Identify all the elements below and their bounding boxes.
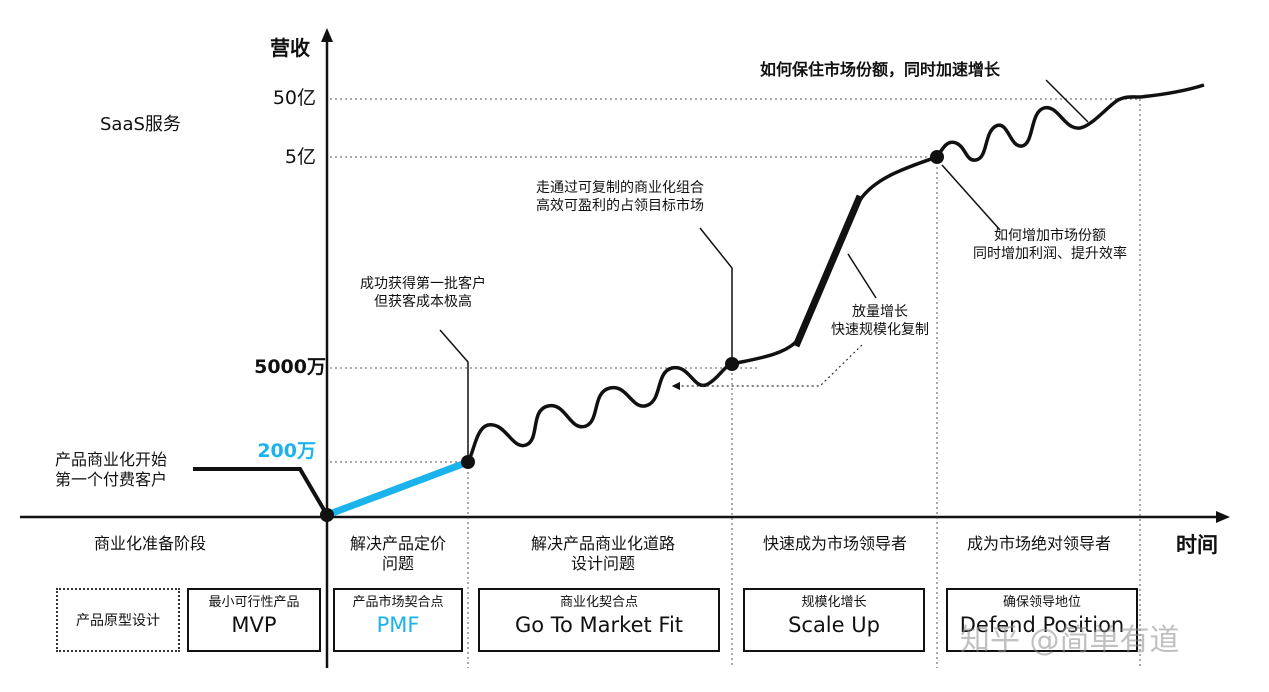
leader-share (941, 164, 1001, 231)
leader-scale (847, 253, 877, 299)
leader-top (1045, 79, 1089, 123)
box-prototype: 产品原型设计 (56, 588, 180, 652)
y-tick-200wan: 200万 (257, 440, 316, 462)
y-tick-5000wan: 5000万 (254, 356, 326, 378)
phase-prepare: 商业化准备阶段 (93, 534, 206, 553)
y-axis-arrow (321, 28, 333, 42)
box-mvp: 最小可行性产品 MVP (187, 588, 321, 652)
gtm-wave-curve (466, 362, 733, 463)
box-scale: 规模化增长 Scale Up (743, 588, 925, 652)
annotation-start: 产品商业化开始 第一个付费客户 (54, 450, 167, 489)
gtm-point (725, 357, 739, 371)
leader-first-customers (439, 329, 469, 455)
annotation-replicable: 走通过可复制的商业化组合 高效可盈利的占领目标市场 (536, 180, 704, 214)
origin-point (320, 508, 334, 522)
annotation-share: 如何增加市场份额 同时增加利润、提升效率 (973, 228, 1127, 262)
box-gtm: 商业化契合点 Go To Market Fit (478, 588, 720, 652)
annotation-top: 如何保住市场份额，同时加速增长 (760, 60, 1001, 79)
service-label: SaaS服务 (100, 114, 181, 135)
phase-gtm: 解决产品商业化道路 设计问题 (530, 534, 675, 573)
prelaunch-line (193, 467, 329, 517)
box-pmf: 产品市场契合点 PMF (333, 588, 463, 652)
dotted-arrow-back (671, 344, 863, 391)
phase-absolute-leader: 成为市场绝对领导者 (966, 534, 1111, 553)
phase-leader: 快速成为市场领导者 (762, 534, 907, 553)
scale-thick-segment (792, 194, 864, 348)
phase-pricing: 解决产品定价 问题 (349, 534, 446, 573)
box-defend: 确保领导地位 Defend Position (946, 588, 1138, 652)
leader-replicable (699, 227, 733, 357)
watermark: 知乎 @简单有道 (960, 623, 1180, 658)
scale-point (930, 150, 944, 164)
y-axis-label: 营收 (270, 36, 310, 60)
annotation-scale: 放量增长 快速规模化复制 (831, 304, 929, 338)
annotation-first-customers: 成功获得第一批客户 但获客成本极高 (360, 276, 486, 310)
y-tick-5yi: 5亿 (284, 146, 316, 168)
x-axis-arrow (1216, 511, 1230, 523)
defend-wave-curve (935, 83, 1205, 162)
y-tick-50yi: 50亿 (272, 87, 316, 109)
x-axis-label: 时间 (1176, 533, 1218, 557)
pmf-point (461, 455, 475, 469)
pmf-segment (323, 458, 472, 519)
